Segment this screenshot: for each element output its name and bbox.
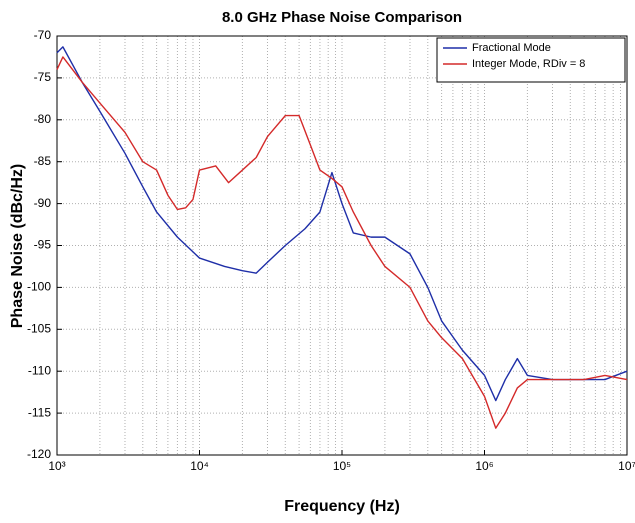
- series-line: [56, 56, 628, 429]
- legend-box: [436, 37, 626, 83]
- y-axis-label: Phase Noise (dBc/Hz): [9, 164, 26, 328]
- y-tick-label: -120: [27, 447, 51, 461]
- y-tick-label: -110: [28, 363, 51, 377]
- y-tick-label: -75: [34, 70, 52, 84]
- y-tick-label: -90: [34, 196, 52, 210]
- y-tick-label: -85: [34, 154, 52, 168]
- y-tick-label: -70: [34, 28, 52, 42]
- series-line: [56, 46, 628, 402]
- y-tick-label: -95: [34, 238, 52, 252]
- y-tick-label: -115: [28, 405, 51, 419]
- x-axis-label: Frequency (Hz): [284, 498, 400, 515]
- y-tick-label: -105: [27, 321, 51, 335]
- legend-label: Integer Mode, RDiv = 8: [472, 58, 585, 70]
- x-tick-label: 10⁷: [618, 459, 635, 473]
- x-tick-label: 10³: [48, 459, 65, 473]
- x-tick-label: 10⁶: [475, 459, 493, 473]
- y-tick-label: -80: [34, 112, 52, 126]
- x-tick-label: 10⁴: [190, 459, 209, 473]
- x-tick-label: 10⁵: [333, 459, 351, 473]
- plot-frame: [56, 35, 628, 456]
- y-tick-label: -100: [27, 280, 51, 294]
- chart-title: 8.0 GHz Phase Noise Comparison: [222, 9, 462, 26]
- legend-label: Fractional Mode: [472, 42, 551, 54]
